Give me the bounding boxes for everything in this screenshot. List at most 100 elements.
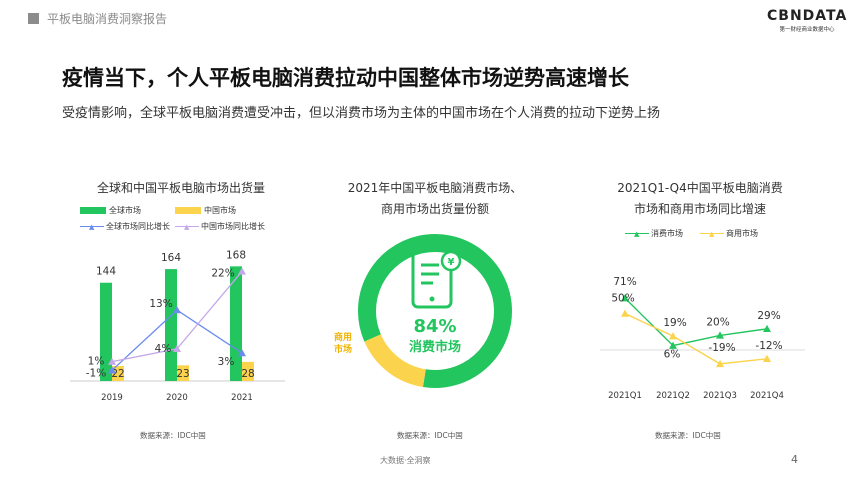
legend-swatch-blue-line: ▲: [80, 223, 104, 231]
bar-china-2019: [112, 365, 124, 381]
legend-swatch-yellow: [175, 207, 201, 214]
line-commercial: [624, 312, 768, 365]
bar-label-global-2020: 164: [161, 252, 181, 264]
line-consumer: [624, 297, 768, 347]
x-tick-2021: 2021: [231, 393, 253, 403]
tablet-home-button: [429, 296, 435, 302]
marker-commercial-2021Q4: [763, 354, 771, 362]
legend-label: 商用市场: [726, 229, 758, 238]
legend-consumer-market: ▲ 消费市场: [625, 228, 683, 239]
legend-china-market: 中国市场: [175, 205, 236, 216]
chart1-bar-line-chart: 144 22 2019 164 23 2020 168 28 2021 -1% 13% 3% 1% 4% 2…: [70, 249, 285, 403]
cbndata-logo: CBNDATA 第一财经商业数据中心: [767, 8, 847, 33]
marker-global-growth-2019: [108, 366, 116, 374]
chart1-title: 全球和中国平板电脑市场出货量: [96, 181, 265, 195]
logo-text: CBNDATA: [767, 8, 848, 24]
chart3-line-chart: 2021Q1 2021Q2 2021Q3 2021Q4 71% 6% 20% 29% 50% 19…: [600, 276, 805, 401]
x-tick-2021Q1: 2021Q1: [608, 391, 642, 401]
bar-label-global-2019: 144: [96, 266, 116, 278]
marker-china-growth-2021: [238, 267, 246, 275]
chart3-source: 数据来源：IDC中国: [655, 431, 721, 440]
chart2-title-line1: 2021年中国平板电脑消费市场、: [347, 181, 523, 195]
chart2-donut-chart: ¥84% 消费市场 商用市场: [334, 234, 512, 388]
label-commercial-2021Q2: 19%: [663, 317, 686, 329]
legend-global-growth: ▲ 全球市场同比增长: [80, 221, 170, 232]
label-commercial-2021Q4: -12%: [755, 340, 782, 352]
bar-china-2021: [242, 361, 254, 381]
label-global-growth-2021: 3%: [218, 356, 235, 368]
marker-consumer-2021Q1: [621, 294, 629, 302]
chart3-title-line2: 市场和商用市场同比增速: [633, 202, 766, 216]
legend-swatch-green: [80, 207, 106, 214]
legend-global-market: 全球市场: [80, 205, 141, 216]
marker-consumer-2021Q3: [716, 331, 724, 339]
label-china-growth-2021: 22%: [211, 267, 234, 279]
legend-label: 消费市场: [651, 229, 683, 238]
marker-global-growth-2020: [173, 306, 181, 314]
yen-icon: ¥: [448, 257, 455, 268]
bar-label-china-2020: 23: [176, 368, 189, 380]
label-china-growth-2019: 1%: [88, 356, 105, 368]
label-commercial-2021Q1: 50%: [611, 293, 634, 305]
bar-china-2020: [177, 365, 189, 381]
marker-global-growth-2021: [238, 349, 246, 357]
bar-label-global-2021: 168: [226, 249, 246, 261]
page-subtitle: 受疫情影响，全球平板电脑消费遭受冲击，但以消费市场为主体的中国市场在个人消费的拉…: [62, 106, 661, 121]
tablet-frame: [411, 247, 453, 309]
chart2-title-line2: 商用市场出货量份额: [380, 202, 489, 216]
x-tick-2021Q3: 2021Q3: [703, 391, 737, 401]
donut-consumer-value: 84%: [413, 316, 456, 337]
x-tick-2020: 2020: [166, 393, 188, 403]
bar-global-2020: [165, 269, 177, 381]
legend-label: 中国市场: [204, 206, 236, 215]
legend-commercial-market: ▲ 商用市场: [700, 228, 758, 239]
report-title: 平板电脑消费洞察报告: [47, 12, 168, 26]
label-consumer-2021Q1: 71%: [613, 276, 636, 288]
legend-china-growth: ▲ 中国市场同比增长: [175, 221, 265, 232]
bar-global-2019: [100, 282, 112, 381]
marker-consumer-2021Q2: [669, 341, 677, 349]
marker-commercial-2021Q2: [669, 332, 677, 340]
chart3-legend: ▲ 消费市场 ▲ 商用市场: [625, 228, 805, 240]
bar-global-2021: [230, 266, 242, 381]
donut-commercial-name-2: 市场: [334, 343, 352, 355]
legend-swatch-purple-line: ▲: [175, 223, 199, 231]
label-global-growth-2020: 13%: [149, 298, 172, 310]
chart2-source: 数据来源：IDC中国: [397, 431, 463, 440]
donut-slice-commercial: [364, 334, 427, 388]
legend-swatch-green-line: ▲: [625, 230, 649, 238]
page-title: 疫情当下，个人平板电脑消费拉动中国整体市场逆势高速增长: [62, 66, 629, 90]
label-consumer-2021Q4: 29%: [757, 310, 780, 322]
x-tick-2021Q2: 2021Q2: [656, 391, 690, 401]
donut-consumer-name: 消费市场: [409, 339, 461, 355]
legend-label: 全球市场同比增长: [106, 222, 170, 231]
page-number: 4: [791, 453, 798, 466]
header-square-icon: [28, 13, 39, 24]
label-global-growth-2019: -1%: [86, 367, 106, 379]
donut-commercial-name-1: 商用: [334, 331, 352, 343]
tablet-icon: ¥: [411, 247, 462, 309]
chart2-title: 2021年中国平板电脑消费市场、 商用市场出货量份额: [320, 178, 550, 220]
donut-slice-consumer: [358, 234, 512, 388]
bar-label-china-2021: 28: [241, 368, 254, 380]
label-consumer-2021Q3: 20%: [706, 316, 729, 328]
marker-china-growth-2019: [108, 357, 116, 365]
label-consumer-2021Q2: 6%: [664, 349, 681, 361]
marker-consumer-2021Q4: [763, 324, 771, 333]
chart3-title-line1: 2021Q1-Q4中国平板电脑消费: [617, 181, 783, 195]
marker-commercial-2021Q1: [621, 309, 629, 317]
label-china-growth-2020: 4%: [155, 343, 172, 355]
marker-commercial-2021Q3: [716, 359, 724, 368]
label-commercial-2021Q3: -19%: [708, 342, 735, 354]
chart3-title: 2021Q1-Q4中国平板电脑消费 市场和商用市场同比增速: [585, 178, 815, 220]
coin-icon: [440, 250, 462, 272]
footer-slogan: 大数据·全洞察: [380, 456, 431, 465]
marker-china-growth-2020: [173, 344, 181, 352]
logo-subtext: 第一财经商业数据中心: [779, 27, 835, 33]
legend-swatch-yellow-line: ▲: [700, 230, 724, 238]
x-tick-2021Q4: 2021Q4: [750, 391, 784, 401]
chart1-legend: 全球市场 中国市场 ▲ 全球市场同比增长 ▲ 中国市场同比增长: [80, 205, 300, 235]
x-tick-2019: 2019: [101, 393, 123, 403]
legend-label: 全球市场: [109, 206, 141, 215]
chart1-source: 数据来源：IDC中国: [140, 431, 206, 440]
